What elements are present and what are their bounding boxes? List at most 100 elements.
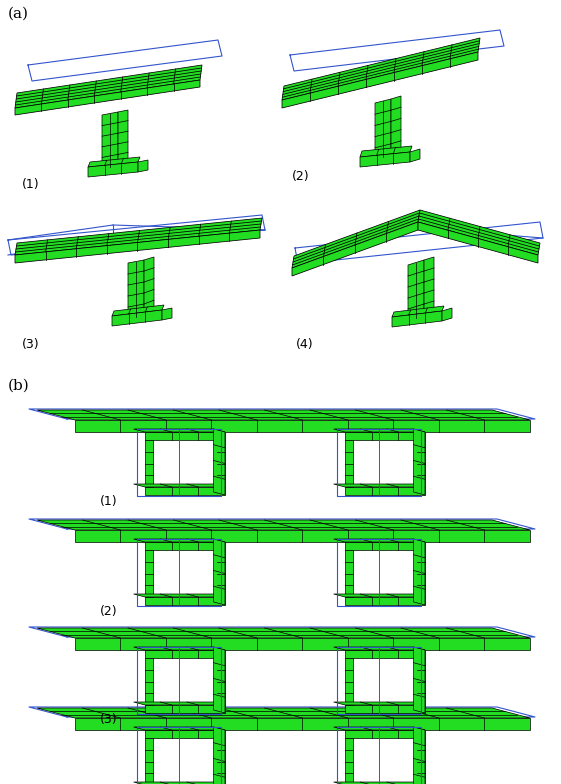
Polygon shape xyxy=(345,440,353,487)
Polygon shape xyxy=(413,429,425,495)
Polygon shape xyxy=(417,738,425,784)
Polygon shape xyxy=(345,597,425,605)
Polygon shape xyxy=(442,308,452,321)
Polygon shape xyxy=(282,38,480,100)
Polygon shape xyxy=(334,484,425,487)
Polygon shape xyxy=(145,730,225,738)
Polygon shape xyxy=(75,420,530,432)
Polygon shape xyxy=(334,647,425,650)
Polygon shape xyxy=(424,257,434,315)
Polygon shape xyxy=(134,594,225,597)
Polygon shape xyxy=(75,718,530,730)
Text: (2): (2) xyxy=(292,170,310,183)
Polygon shape xyxy=(37,410,530,420)
Polygon shape xyxy=(217,550,225,597)
Polygon shape xyxy=(392,306,444,317)
Polygon shape xyxy=(75,638,530,650)
Polygon shape xyxy=(88,157,140,167)
Polygon shape xyxy=(345,705,425,713)
Polygon shape xyxy=(418,210,540,255)
Polygon shape xyxy=(145,738,153,784)
Polygon shape xyxy=(15,65,202,108)
Polygon shape xyxy=(75,530,530,542)
Polygon shape xyxy=(15,80,200,115)
Polygon shape xyxy=(145,550,153,597)
Polygon shape xyxy=(391,96,401,155)
Polygon shape xyxy=(145,542,225,550)
Polygon shape xyxy=(37,520,530,530)
Text: (4): (4) xyxy=(296,338,314,351)
Text: (2): (2) xyxy=(100,605,118,618)
Polygon shape xyxy=(134,484,225,487)
Polygon shape xyxy=(128,260,144,318)
Polygon shape xyxy=(292,210,420,268)
Polygon shape xyxy=(292,222,418,276)
Text: (1): (1) xyxy=(100,495,118,508)
Text: (1): (1) xyxy=(22,178,40,191)
Polygon shape xyxy=(145,487,225,495)
Polygon shape xyxy=(145,440,153,487)
Polygon shape xyxy=(334,594,425,597)
Polygon shape xyxy=(392,311,442,327)
Polygon shape xyxy=(145,705,225,713)
Polygon shape xyxy=(37,708,530,718)
Polygon shape xyxy=(102,112,118,168)
Polygon shape xyxy=(37,628,530,638)
Polygon shape xyxy=(15,218,262,255)
Polygon shape xyxy=(214,429,225,495)
Polygon shape xyxy=(375,99,391,159)
Polygon shape xyxy=(413,647,425,713)
Polygon shape xyxy=(334,539,425,542)
Polygon shape xyxy=(417,658,425,705)
Polygon shape xyxy=(214,539,225,605)
Polygon shape xyxy=(134,727,225,730)
Polygon shape xyxy=(112,310,162,326)
Polygon shape xyxy=(410,149,420,162)
Polygon shape xyxy=(217,738,225,784)
Polygon shape xyxy=(345,550,353,597)
Polygon shape xyxy=(345,730,425,738)
Polygon shape xyxy=(408,260,424,320)
Polygon shape xyxy=(345,658,353,705)
Polygon shape xyxy=(217,440,225,487)
Polygon shape xyxy=(334,782,425,784)
Polygon shape xyxy=(118,110,128,165)
Polygon shape xyxy=(417,550,425,597)
Polygon shape xyxy=(345,738,353,784)
Polygon shape xyxy=(214,727,225,784)
Polygon shape xyxy=(134,782,225,784)
Polygon shape xyxy=(145,658,153,705)
Polygon shape xyxy=(417,440,425,487)
Polygon shape xyxy=(217,658,225,705)
Polygon shape xyxy=(345,650,425,658)
Polygon shape xyxy=(134,702,225,705)
Polygon shape xyxy=(345,487,425,495)
Polygon shape xyxy=(360,152,410,167)
Polygon shape xyxy=(413,727,425,784)
Polygon shape xyxy=(162,308,172,320)
Polygon shape xyxy=(345,432,425,440)
Polygon shape xyxy=(15,230,260,263)
Polygon shape xyxy=(334,702,425,705)
Polygon shape xyxy=(144,257,154,315)
Polygon shape xyxy=(413,539,425,605)
Text: (3): (3) xyxy=(100,713,118,726)
Polygon shape xyxy=(138,160,148,172)
Polygon shape xyxy=(88,162,138,177)
Polygon shape xyxy=(282,52,478,108)
Polygon shape xyxy=(145,650,225,658)
Polygon shape xyxy=(134,539,225,542)
Polygon shape xyxy=(112,305,164,316)
Polygon shape xyxy=(360,146,412,157)
Polygon shape xyxy=(418,222,538,263)
Text: (3): (3) xyxy=(22,338,40,351)
Text: (b): (b) xyxy=(8,379,30,393)
Polygon shape xyxy=(214,647,225,713)
Polygon shape xyxy=(134,647,225,650)
Polygon shape xyxy=(345,542,425,550)
Polygon shape xyxy=(145,597,225,605)
Polygon shape xyxy=(334,727,425,730)
Polygon shape xyxy=(134,429,225,432)
Polygon shape xyxy=(145,432,225,440)
Text: (a): (a) xyxy=(8,7,29,21)
